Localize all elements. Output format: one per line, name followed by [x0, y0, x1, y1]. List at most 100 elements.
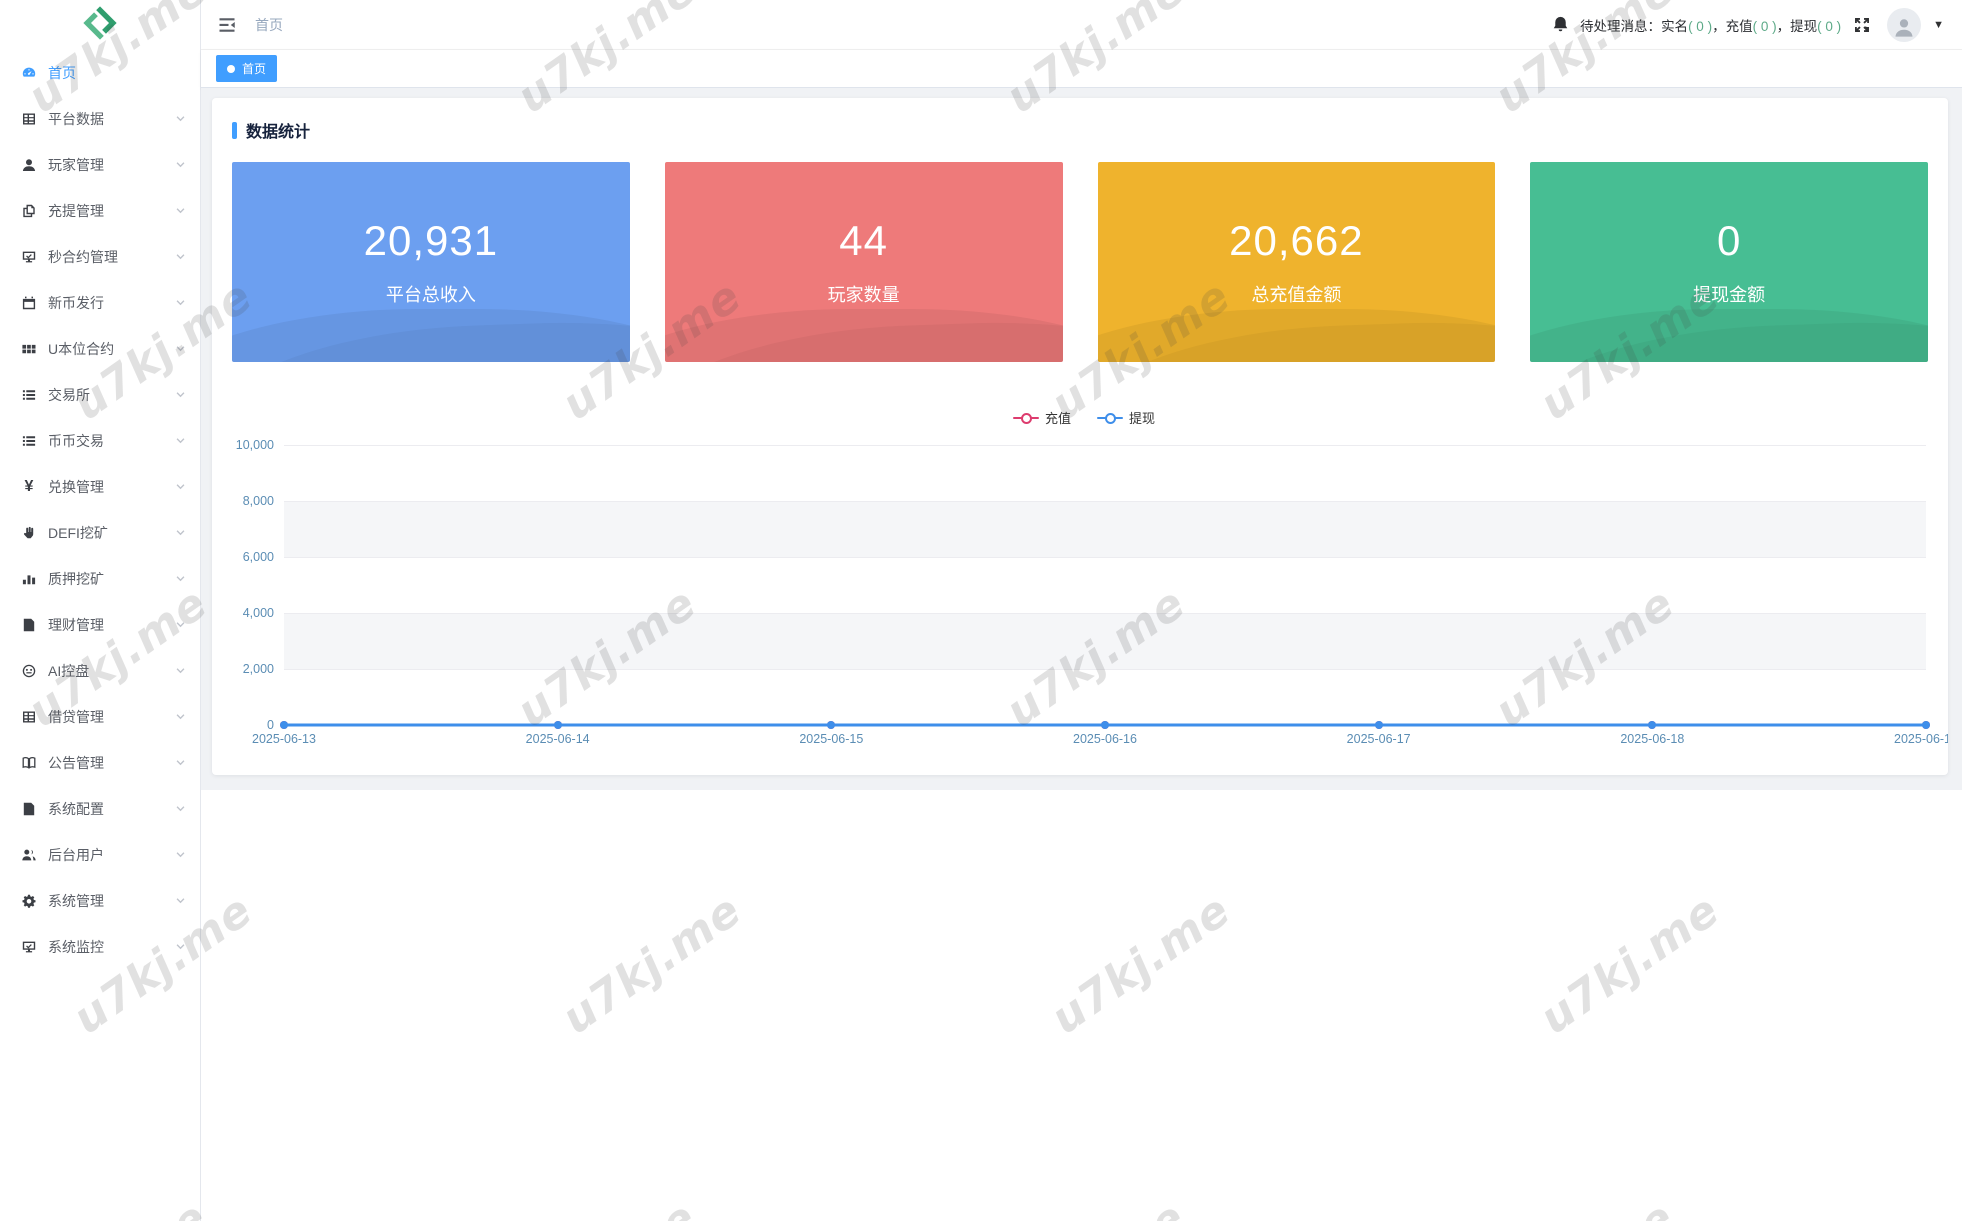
- chevron-down-icon: [175, 617, 186, 633]
- stat-card-value: 44: [839, 217, 888, 264]
- data-point-marker: [1648, 721, 1657, 729]
- stat-card-1: 44 玩家数量: [664, 162, 1063, 362]
- sidebar-item-0[interactable]: 首页: [0, 50, 200, 96]
- list-icon: [20, 432, 38, 450]
- data-point-marker: [1922, 721, 1930, 729]
- stat-card-label: 平台总收入: [385, 285, 476, 305]
- y-axis-tick-label: 2,000: [242, 662, 274, 676]
- chevron-down-icon: [175, 249, 186, 265]
- sidebar: 首页平台数据玩家管理充提管理秒合约管理新币发行 U本位合约 交易所 币币交易 ¥ 兑换管理…: [0, 0, 201, 1221]
- sidebar-item-3[interactable]: 充提管理: [0, 188, 200, 234]
- sidebar-item-label: 系统管理: [48, 893, 104, 909]
- grid-icon: [20, 340, 38, 358]
- notice-item-count: ( 0 ): [1817, 18, 1842, 34]
- chevron-down-icon: [175, 433, 186, 449]
- sidebar-item-9[interactable]: ¥ 兑换管理: [0, 464, 200, 510]
- chevron-down-icon: [175, 111, 186, 127]
- logo-icon: [83, 6, 117, 40]
- notice-separator: ，: [1776, 18, 1791, 34]
- user-menu-caret-icon[interactable]: ▼: [1933, 18, 1944, 31]
- document-icon: [20, 616, 38, 634]
- notice-item-name: 充值: [1725, 18, 1753, 34]
- x-axis-tick-label: 2025-06-13: [252, 732, 316, 746]
- gear-icon: [20, 892, 38, 910]
- chart-area: 0 2,000 4,000 6,000 8,000 10,000 2025-06-13 202…: [232, 438, 1948, 753]
- sidebar-item-1[interactable]: 平台数据: [0, 96, 200, 142]
- sidebar-item-7[interactable]: 交易所: [0, 372, 200, 418]
- sidebar-item-label: 兑换管理: [48, 479, 104, 495]
- legend-item-1[interactable]: 提现: [1097, 408, 1155, 427]
- avatar[interactable]: [1887, 7, 1922, 42]
- stat-card-value: 20,662: [1229, 217, 1364, 264]
- sidebar-item-label: 系统监控: [48, 939, 104, 955]
- sidebar-menu: 首页平台数据玩家管理充提管理秒合约管理新币发行 U本位合约 交易所 币币交易 ¥ 兑换管理…: [0, 50, 200, 970]
- bar-chart-icon: [20, 570, 38, 588]
- y-axis-tick-label: 6,000: [242, 550, 274, 564]
- legend-line-marker-icon: [1012, 412, 1039, 424]
- chart-plot: 0 2,000 4,000 6,000 8,000 10,000 2025-06-13 202…: [236, 438, 1948, 746]
- y-axis-tick-label: 10,000: [235, 438, 274, 452]
- stat-card-0: 20,931 平台总收入: [232, 162, 630, 362]
- collapse-sidebar-icon[interactable]: [217, 15, 237, 35]
- x-axis-tick-label: 2025-06-18: [1620, 732, 1685, 746]
- sidebar-item-6[interactable]: U本位合约: [0, 326, 200, 372]
- chevron-down-icon: [175, 479, 186, 495]
- series-line-1: [284, 445, 1926, 725]
- chevron-down-icon: [175, 571, 186, 587]
- sidebar-item-label: 借贷管理: [48, 709, 104, 725]
- y-axis-tick-label: 4,000: [242, 606, 274, 620]
- sidebar-item-12[interactable]: 理财管理: [0, 602, 200, 648]
- breadcrumb[interactable]: 首页: [255, 16, 283, 33]
- sidebar-item-label: 质押挖矿: [48, 571, 104, 587]
- bell-icon[interactable]: [1551, 15, 1570, 34]
- monitor-check-icon: [20, 938, 38, 956]
- sidebar-item-label: 秒合约管理: [48, 249, 118, 265]
- sidebar-item-label: 平台数据: [48, 111, 104, 127]
- sidebar-item-8[interactable]: 币币交易: [0, 418, 200, 464]
- stat-card-value: 20,931: [363, 217, 499, 264]
- sidebar-item-19[interactable]: 系统监控: [0, 924, 200, 970]
- data-point-marker: [553, 721, 562, 729]
- stat-card-label: 玩家数量: [827, 285, 900, 305]
- dashboard-icon: [20, 64, 38, 82]
- user-icon: [20, 156, 38, 174]
- chevron-down-icon: [175, 709, 186, 725]
- tab-home[interactable]: 首页: [216, 55, 278, 82]
- sidebar-item-16[interactable]: 系统配置: [0, 786, 200, 832]
- legend-item-0[interactable]: 充值: [1012, 408, 1071, 427]
- sidebar-item-13[interactable]: AI控盘: [0, 648, 200, 694]
- sidebar-item-label: DEFI挖矿: [48, 525, 108, 541]
- sidebar-item-label: 玩家管理: [48, 157, 104, 173]
- sidebar-item-4[interactable]: 秒合约管理: [0, 234, 200, 280]
- sidebar-item-label: 新币发行: [48, 295, 104, 311]
- chart: 充值 提现 0 2,000 4,000 6,000 8,000 10,000 2025-06-…: [232, 408, 1948, 753]
- page-title: 数据统计: [246, 124, 311, 141]
- sidebar-item-15[interactable]: 公告管理: [0, 740, 200, 786]
- grid-band: [284, 613, 1926, 669]
- sidebar-item-14[interactable]: 借贷管理: [0, 694, 200, 740]
- chart-legend: 充值 提现: [232, 408, 1936, 427]
- spreadsheet-icon: [20, 110, 38, 128]
- sidebar-item-2[interactable]: 玩家管理: [0, 142, 200, 188]
- fullscreen-icon[interactable]: [1853, 16, 1871, 34]
- legend-label: 提现: [1129, 411, 1156, 426]
- chevron-down-icon: [175, 893, 186, 909]
- sidebar-item-11[interactable]: 质押挖矿: [0, 556, 200, 602]
- notice-item-count: ( 0 ): [1688, 18, 1713, 34]
- sidebar-item-17[interactable]: 后台用户: [0, 832, 200, 878]
- notice-separator: ，: [1712, 18, 1726, 34]
- x-axis-tick-label: 2025-06-17: [1346, 732, 1411, 746]
- sidebar-item-18[interactable]: 系统管理: [0, 878, 200, 924]
- notice-item-name: 提现: [1790, 18, 1818, 34]
- chevron-down-icon: [175, 341, 186, 357]
- legend-line-marker-icon: [1097, 412, 1123, 424]
- sidebar-item-label: 后台用户: [48, 847, 104, 863]
- stat-cards: 20,931 平台总收入 44 玩家数量 20,662 总充值金额 0 提现金额: [232, 162, 1928, 362]
- notice-label: 待处理消息：: [1580, 18, 1662, 34]
- x-axis-tick-label: 2025-06-19: [1894, 732, 1948, 746]
- chevron-down-icon: [175, 755, 186, 771]
- sidebar-item-10[interactable]: DEFI挖矿: [0, 510, 200, 556]
- hand-icon: [20, 524, 38, 542]
- sidebar-item-5[interactable]: 新币发行: [0, 280, 200, 326]
